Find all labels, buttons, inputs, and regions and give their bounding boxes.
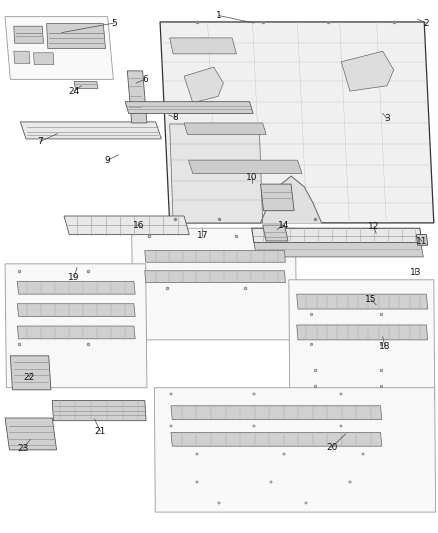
Text: 14: 14 xyxy=(278,221,290,230)
Polygon shape xyxy=(263,225,288,241)
Polygon shape xyxy=(297,325,427,340)
Text: 6: 6 xyxy=(142,75,148,84)
Polygon shape xyxy=(5,418,57,450)
Polygon shape xyxy=(289,280,434,399)
Polygon shape xyxy=(17,326,135,339)
Polygon shape xyxy=(14,26,43,43)
Polygon shape xyxy=(11,356,51,390)
Polygon shape xyxy=(170,38,237,54)
Text: 2: 2 xyxy=(424,19,429,28)
Polygon shape xyxy=(417,235,427,245)
Polygon shape xyxy=(171,432,382,446)
Text: 9: 9 xyxy=(105,156,110,165)
Text: 22: 22 xyxy=(24,373,35,382)
Polygon shape xyxy=(74,82,98,88)
Polygon shape xyxy=(46,23,106,49)
Polygon shape xyxy=(14,51,30,63)
Polygon shape xyxy=(52,400,146,421)
Text: 7: 7 xyxy=(37,137,43,146)
Text: 24: 24 xyxy=(68,86,80,95)
Polygon shape xyxy=(20,122,161,139)
Polygon shape xyxy=(171,406,382,419)
Polygon shape xyxy=(145,271,286,282)
Text: 5: 5 xyxy=(111,19,117,28)
Polygon shape xyxy=(5,264,147,387)
Polygon shape xyxy=(145,251,286,262)
Polygon shape xyxy=(33,53,54,64)
Polygon shape xyxy=(170,124,263,223)
Text: 15: 15 xyxy=(365,295,377,304)
Text: 17: 17 xyxy=(197,231,208,240)
Text: 18: 18 xyxy=(379,342,391,351)
Text: 13: 13 xyxy=(410,269,421,277)
Text: 23: 23 xyxy=(18,444,29,453)
Polygon shape xyxy=(252,228,422,243)
Text: 16: 16 xyxy=(132,221,144,230)
Polygon shape xyxy=(154,387,435,512)
Polygon shape xyxy=(17,304,135,317)
Polygon shape xyxy=(261,184,294,211)
Text: 21: 21 xyxy=(95,427,106,436)
Polygon shape xyxy=(261,176,321,223)
Polygon shape xyxy=(184,67,223,103)
Polygon shape xyxy=(125,102,253,114)
Text: 20: 20 xyxy=(326,443,337,452)
Text: 3: 3 xyxy=(384,114,390,123)
Polygon shape xyxy=(17,281,135,294)
Polygon shape xyxy=(254,243,424,257)
Text: 11: 11 xyxy=(416,237,428,246)
Polygon shape xyxy=(64,216,189,235)
Text: 1: 1 xyxy=(216,11,222,20)
Polygon shape xyxy=(127,71,147,123)
Polygon shape xyxy=(184,123,266,135)
Text: 12: 12 xyxy=(368,222,380,231)
Polygon shape xyxy=(297,294,427,309)
Text: 19: 19 xyxy=(68,273,80,281)
Polygon shape xyxy=(132,228,297,340)
Text: 8: 8 xyxy=(173,113,178,122)
Polygon shape xyxy=(188,160,302,173)
Polygon shape xyxy=(160,22,434,223)
Polygon shape xyxy=(5,17,113,79)
Text: 10: 10 xyxy=(246,173,258,182)
Polygon shape xyxy=(341,51,394,91)
